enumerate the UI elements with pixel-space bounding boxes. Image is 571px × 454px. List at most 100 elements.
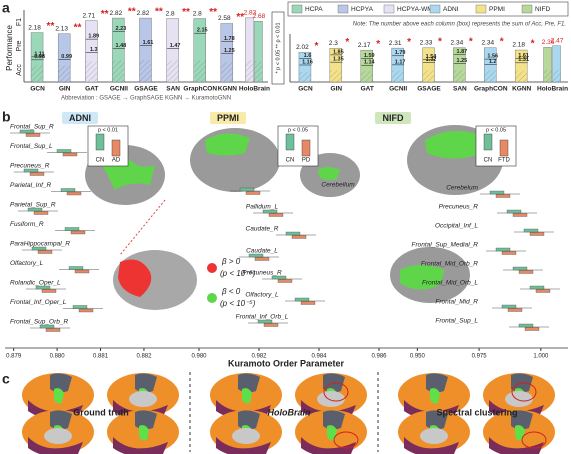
brain-medial	[505, 391, 533, 407]
model-name: GIN	[331, 86, 343, 93]
bar-hatch	[166, 60, 179, 82]
box	[529, 285, 545, 290]
region-label: Parietal_Sup_R	[10, 202, 56, 209]
x-tick-label: 0.880	[50, 354, 66, 360]
brain-region	[50, 410, 72, 430]
legend-label: HCPYA	[351, 6, 374, 13]
brain	[295, 410, 367, 454]
brain	[210, 410, 282, 454]
model-name: KGNN	[218, 86, 237, 93]
box	[523, 228, 539, 233]
inner-label: 1.61	[518, 53, 529, 59]
total-label: 2.02	[296, 44, 309, 51]
inner-label: 1.14	[364, 60, 376, 66]
inner-label: 1.25	[457, 58, 468, 64]
significance-stars: **	[74, 22, 82, 33]
bar-hatch	[193, 60, 206, 82]
box	[41, 289, 57, 293]
legend-swatch	[337, 4, 349, 14]
brain-region	[301, 437, 356, 454]
region-label: Frontal_Sup_R	[10, 124, 54, 131]
significance-stars: **	[101, 9, 109, 20]
box	[64, 227, 80, 231]
formula: β > 0	[221, 257, 241, 266]
highlight	[521, 431, 547, 449]
brain-region	[238, 410, 260, 430]
box	[495, 247, 511, 252]
box	[68, 266, 84, 270]
region-label: Frontal_Inf_Orb_L	[236, 314, 289, 321]
brain-region	[135, 410, 157, 430]
brain-region	[135, 373, 157, 393]
inset-label: FTD	[498, 158, 510, 164]
region-label: Rolandic_Oper_L	[10, 280, 61, 287]
box	[529, 232, 545, 236]
group-title-bg	[210, 112, 246, 124]
inset-label: CN	[96, 158, 105, 164]
total-label: 2.68	[253, 13, 266, 20]
bar-hatch	[245, 60, 254, 82]
brain	[483, 410, 555, 454]
sig-box	[271, 11, 285, 85]
significance-stars: **	[128, 7, 136, 18]
box	[254, 257, 270, 261]
caption: HoloBrain	[267, 407, 311, 417]
box	[263, 323, 279, 327]
total-label: 2.18	[512, 42, 525, 49]
inner-label: 1.85	[333, 49, 344, 55]
total-label: 2.82	[110, 10, 123, 17]
region-label: Precuneus_R	[10, 163, 50, 170]
bar-hatch	[254, 61, 263, 82]
legend-label: HCPYA-WM	[397, 6, 433, 13]
brain-region	[430, 388, 440, 404]
brain-region	[489, 437, 544, 454]
bar-hatch	[552, 69, 561, 82]
region-label: Cerebellum	[321, 182, 355, 189]
bar-hatch	[515, 71, 528, 82]
region-label: Caudate_R	[246, 226, 279, 233]
legend-swatch	[383, 4, 395, 14]
brain-medial	[129, 391, 157, 407]
total-label: 2.18	[28, 24, 41, 31]
group-title-bg	[375, 112, 411, 124]
region-label: Frontal_Mid_R	[435, 299, 478, 306]
bar-hatch	[31, 65, 44, 82]
box	[512, 213, 528, 217]
brain-region	[113, 437, 168, 454]
x-tick-label: 1.000	[533, 354, 549, 360]
x-tick-label: 0.982	[251, 354, 267, 360]
formula: (p < 10⁻⁵)	[220, 269, 256, 278]
model-name: GSAGE	[417, 86, 441, 93]
box	[25, 133, 41, 137]
inner-label: 0.98	[34, 54, 45, 60]
significance-stars: **	[155, 7, 163, 18]
box	[29, 172, 45, 176]
box	[268, 213, 284, 217]
model-name: SAN	[166, 86, 180, 93]
total-label: 2.83	[244, 10, 257, 17]
legend-swatch	[475, 4, 487, 14]
total-label: 2.47	[551, 37, 564, 44]
brain-region	[242, 388, 252, 404]
inset-box-cn	[483, 133, 493, 151]
model-name: HoloBrain	[239, 86, 270, 93]
total-label: 2.8	[166, 10, 175, 17]
significance-stars: *	[345, 37, 349, 48]
inner-label: 1.35	[333, 57, 344, 63]
inner-label: 1.87	[457, 49, 468, 55]
inner-label: 1.56	[487, 54, 498, 60]
legend-swatch	[291, 4, 303, 14]
inner-label: 1.59	[364, 53, 375, 59]
total-label: 2.8	[193, 10, 202, 17]
box	[33, 211, 49, 215]
box	[37, 250, 53, 254]
brain-region	[139, 425, 149, 441]
box	[245, 191, 261, 195]
total-label: 2.33	[420, 40, 433, 47]
bar-hatch	[453, 70, 466, 82]
bar-hatch	[139, 60, 152, 82]
total-label: 2.31	[389, 40, 402, 47]
legend-label: NIFD	[535, 6, 550, 13]
box	[23, 168, 39, 173]
bar-hatch	[484, 70, 497, 82]
